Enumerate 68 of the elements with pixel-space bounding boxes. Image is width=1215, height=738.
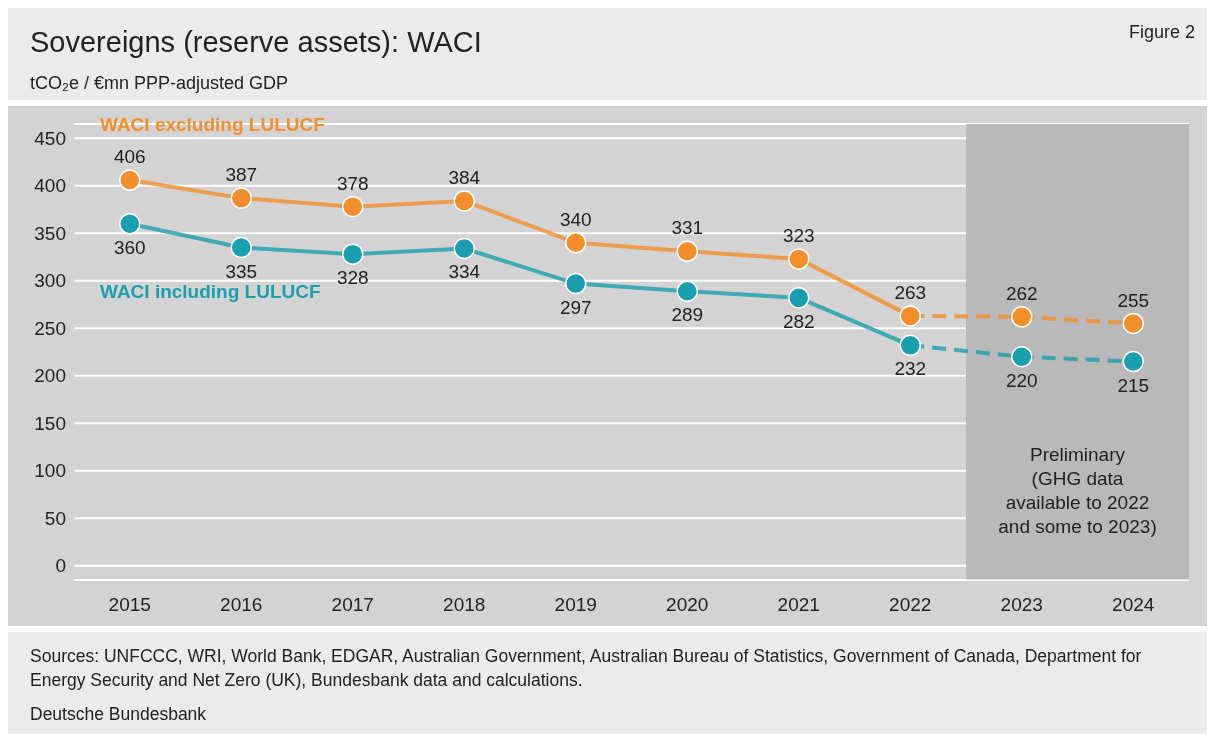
x-tick-label: 2020 [666,594,709,616]
y-tick-label: 100 [34,460,66,482]
point [788,287,810,309]
data-label: 406 [113,146,146,168]
point [676,240,698,263]
x-tick-label: 2016 [220,594,263,616]
y-axis-title: tCO₂e / €mn PPP-adjusted GDP [30,73,290,94]
point [1122,350,1144,373]
point [1011,306,1033,328]
x-tick-label: 2019 [554,594,597,616]
data-label: 331 [671,217,704,239]
y-tick-label: 50 [44,507,66,529]
text: Deutsche Bundesbank [30,703,208,726]
data-label: 289 [671,304,704,326]
data-label: 360 [113,236,146,258]
data-label: 340 [559,208,592,230]
point [899,305,921,327]
x-tick-label: 2021 [777,594,820,616]
data-label: 378 [336,172,369,194]
data-label: 384 [448,166,481,188]
data-label: 232 [894,358,927,380]
data-label: 297 [559,296,592,318]
x-tick-label: 2015 [108,594,151,616]
point [119,213,141,235]
point [565,232,587,254]
y-tick-label: 350 [34,222,66,244]
data-label: 282 [782,310,815,332]
x-tick-label: 2018 [443,594,486,616]
source-note: Sources: UNFCCC, WRI, World Bank, EDGAR, Australian Government, Australian Bureau of Statistics, Government of Canada, Department for Energy Security and Net Zero (UK), Bundesbank data and calculations. [30,645,1143,692]
point [899,334,921,357]
point [676,280,698,302]
point [342,243,364,265]
data-label: 262 [1005,282,1038,304]
point [119,169,141,191]
point [1011,346,1033,368]
point [1122,312,1144,335]
x-tick-label: 2023 [1000,594,1043,616]
chart-title: Sovereigns (reserve assets): WACI [30,26,482,58]
data-label: 263 [894,281,927,303]
point [230,187,252,209]
data-label: 335 [225,260,258,282]
data-label: 328 [336,267,369,289]
point [788,248,810,270]
band-label: Preliminary (GHG data available to 2022 and some to 2023) [998,444,1157,538]
point [342,195,364,218]
point [230,236,252,259]
x-tick-label: 2022 [889,594,932,616]
y-tick-label: 200 [34,365,66,387]
data-label: 387 [225,164,258,186]
y-tick-label: 250 [34,317,66,339]
point [453,237,475,260]
point [453,190,475,212]
data-label: 334 [448,261,481,283]
point [565,272,587,295]
caption: Figure 2 [1128,22,1195,43]
data-label: 215 [1117,374,1150,396]
x-tick-label: 2017 [331,594,374,616]
x-tick-label: 2024 [1112,594,1155,616]
text: WACI excluding LULUCF [100,114,325,136]
series-label: WACI including LULUCF [100,280,321,303]
y-tick-label: 0 [55,555,66,577]
y-tick-label: 150 [34,412,66,434]
data-label: 323 [782,224,815,246]
data-label: 220 [1005,369,1038,391]
y-tick-label: 300 [34,270,66,292]
y-tick-label: 450 [34,127,66,149]
y-tick-label: 400 [34,175,66,197]
data-label: 255 [1117,289,1150,311]
